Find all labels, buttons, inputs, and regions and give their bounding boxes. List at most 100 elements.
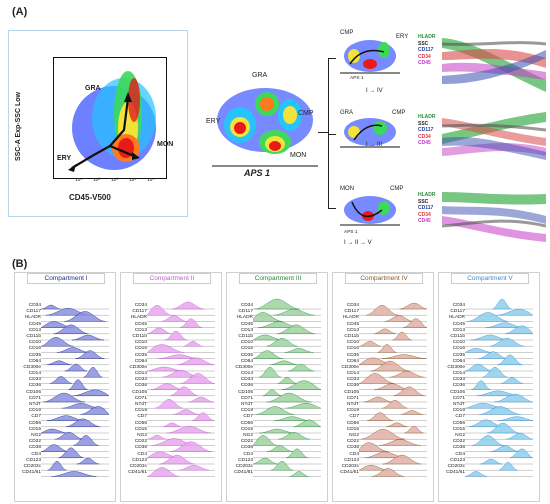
legend-hladr: HLADR <box>418 34 436 40</box>
marker-label: CD36 <box>240 383 253 389</box>
marker-label: CD105 <box>26 389 41 395</box>
marker-label: CD300e <box>235 364 253 370</box>
marker-label: CD4 <box>137 451 147 457</box>
plot2-pop-mon: MON <box>290 152 307 159</box>
marker-label: CD71 <box>134 395 147 401</box>
marker-label: CD34 <box>28 303 41 308</box>
legend-cd34: CD34 <box>418 211 431 218</box>
marker-label: CD14 <box>240 371 253 377</box>
marker-label: CD41/61 <box>128 470 147 476</box>
marker-label: CD105 <box>238 389 253 395</box>
marker-label: CD10 <box>134 340 147 346</box>
marker-label: NTdT <box>135 402 147 407</box>
marker-label: CD10 <box>346 340 359 346</box>
bracket-top <box>328 58 336 59</box>
marker-label: CD7 <box>31 414 41 420</box>
marker-label: CD14 <box>346 371 359 377</box>
marker-label: CD4 <box>455 451 465 457</box>
plot2-xlabel: APS 1 <box>244 168 271 178</box>
marker-label: CD7 <box>455 414 465 420</box>
marker-label: CD7 <box>243 414 253 420</box>
marker-label: CD34 <box>346 303 359 308</box>
legend-hladr: HLADR <box>418 192 436 198</box>
plot1-frame: SSC-A Exp-SSC Low CD45-V500 GRA MON ERY … <box>8 30 188 217</box>
marker-label: CD15 <box>28 426 41 432</box>
marker-label: CD14 <box>452 371 465 377</box>
marker-label: CD56 <box>134 420 147 426</box>
density-plot-2 <box>210 70 320 170</box>
marker-label: CD64 <box>28 358 41 364</box>
ribbon-3 <box>441 186 547 248</box>
marker-label: CD34 <box>134 303 147 308</box>
legend-cd117: CD117 <box>418 127 434 133</box>
plot1-tick-1: 10¹ <box>75 178 82 183</box>
marker-label: CD41/61 <box>234 470 253 476</box>
sub2-tr: CMP <box>392 110 406 116</box>
marker-label: CD16 <box>346 346 359 352</box>
marker-label: CD64 <box>452 358 465 364</box>
marker-label: CD19 <box>134 408 147 414</box>
legend-cd117: CD117 <box>418 205 434 211</box>
marker-label: NG2 <box>243 432 253 438</box>
legend-cd34: CD34 <box>418 133 431 140</box>
plot1-xlabel: CD45-V500 <box>69 193 111 202</box>
plot1-tick-2: 10² <box>93 178 100 183</box>
marker-label: CD11b <box>238 333 253 339</box>
marker-label: CD300e <box>23 364 41 370</box>
marker-label: CD117 <box>132 309 147 315</box>
marker-label: CD123 <box>26 457 41 463</box>
marker-label: HLADR <box>236 315 253 321</box>
marker-label: CD19 <box>28 408 41 414</box>
marker-label: CD38 <box>452 445 465 451</box>
marker-label: CD38 <box>28 445 41 451</box>
marker-label: CD300e <box>447 364 465 370</box>
plot1-ylabel: SSC-A Exp-SSC Low <box>15 92 22 161</box>
ribbon-3-svg <box>441 192 547 242</box>
ridge-plot <box>465 297 535 479</box>
ribbon-2 <box>441 108 547 164</box>
marker-label: CD56 <box>240 420 253 426</box>
plot2-pop-gra: GRA <box>252 72 268 79</box>
marker-label: CD11b <box>344 333 359 339</box>
marker-label: CD117 <box>450 309 465 315</box>
marker-label: NTdT <box>453 402 465 407</box>
sub3-x: APS 1 <box>344 230 358 235</box>
legend-cd117: CD117 <box>418 47 434 53</box>
marker-label: CD123 <box>132 457 147 463</box>
compartment-2: Compartment II CD34 CD117 HLADR CD45 CD13 CD11… <box>120 272 222 502</box>
marker-label: CD300e <box>129 364 147 370</box>
marker-label: CD19 <box>240 408 253 414</box>
marker-label: CD36 <box>134 383 147 389</box>
marker-label: CD35 <box>346 352 359 358</box>
marker-label: CD35 <box>452 352 465 358</box>
marker-label: CD22 <box>134 439 147 445</box>
marker-label: CD45 <box>346 321 359 327</box>
marker-label: CD11b <box>450 333 465 339</box>
legend-ssc: SSC <box>418 198 429 205</box>
marker-label: CD41/61 <box>340 470 359 476</box>
sub1-x: APS 1 <box>350 76 364 81</box>
sub2-legend: HLADR SSC CD117 CD34 CD45 <box>418 114 436 147</box>
marker-label: CD15 <box>346 426 359 432</box>
marker-label: CD123 <box>238 457 253 463</box>
marker-label: CD15 <box>134 426 147 432</box>
marker-label: NTdT <box>347 402 359 407</box>
marker-label: CD22 <box>240 439 253 445</box>
marker-label: CD15 <box>452 426 465 432</box>
sub1-legend: HLADR SSC CD117 CD34 CD45 <box>418 34 436 67</box>
marker-labels: CD34 CD117 HLADR CD45 CD13 CD11b CD10 CD16 CD35 C… <box>19 303 41 476</box>
marker-label: CD203c <box>129 463 147 469</box>
marker-label: CD41/61 <box>22 470 41 476</box>
marker-label: CD16 <box>240 346 253 352</box>
legend-hladr: HLADR <box>418 114 436 120</box>
legend-cd45: CD45 <box>418 218 431 224</box>
marker-label: CD35 <box>134 352 147 358</box>
marker-label: CD34 <box>452 303 465 308</box>
marker-label: CD22 <box>346 439 359 445</box>
marker-label: CD16 <box>134 346 147 352</box>
subpanel-3: MON CMP APS 1 I → II → V HLADR SSC CD117… <box>338 186 438 246</box>
marker-label: CD13 <box>452 327 465 333</box>
marker-label: CD34 <box>240 303 253 308</box>
marker-label: CD11b <box>132 333 147 339</box>
marker-label: NG2 <box>349 432 359 438</box>
